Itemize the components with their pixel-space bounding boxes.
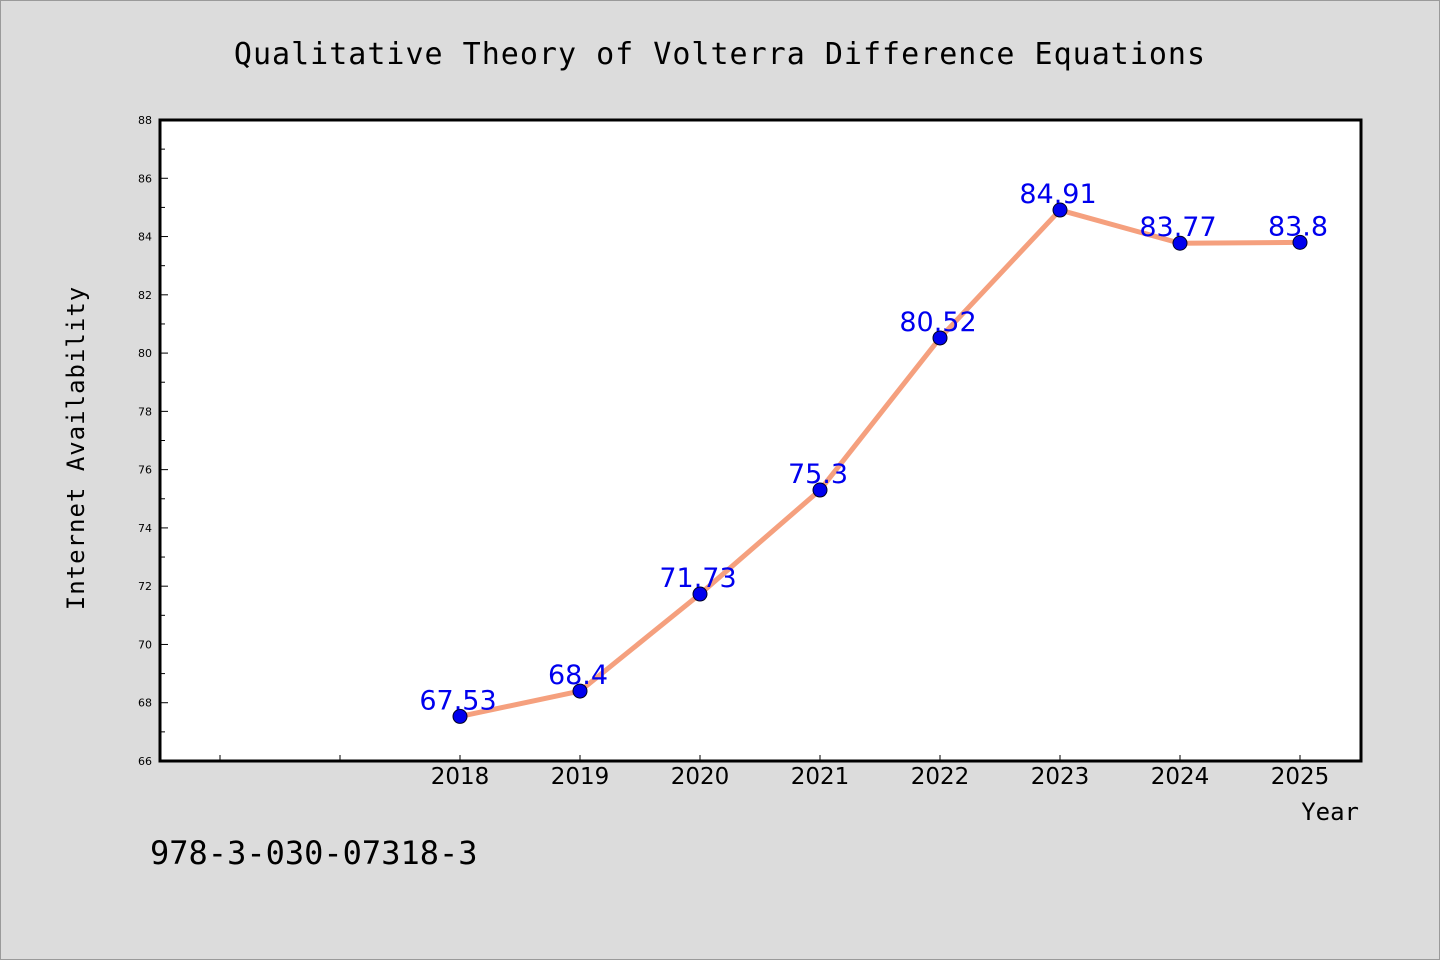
isbn-footer: 978-3-030-07318-3 [150,834,478,872]
x-tick-label: 2022 [911,764,970,790]
data-point-2025 [1292,234,1308,250]
y-tick-label: 78 [138,405,152,418]
y-axis: 66 68 70 72 74 76 78 80 82 84 86 88 [138,114,168,768]
x-tick-label: 2021 [791,764,850,790]
data-label-2024: 83.77 [1139,212,1216,243]
x-tick-label: 2020 [671,764,730,790]
data-point-2024 [1172,235,1188,251]
y-tick-label: 70 [138,638,152,651]
y-tick-label: 88 [138,114,152,127]
data-point-2018 [452,708,468,724]
data-point-2020 [692,586,708,602]
data-label-2023: 84.91 [1019,179,1096,210]
x-axis: 2018 2019 2020 2021 2022 2023 2024 2025 [219,755,1330,790]
x-tick-label: 2024 [1151,764,1210,790]
x-tick-label: 2019 [551,764,610,790]
y-tick-label: 82 [138,289,152,302]
y-tick-label: 72 [138,580,152,593]
data-label-2019: 68.4 [548,660,608,691]
y-tick-label: 74 [138,522,152,535]
plot-area [158,118,1363,763]
chart-title: Qualitative Theory of Volterra Differenc… [234,37,1206,72]
x-tick-label: 2025 [1271,764,1330,790]
series-line [457,207,1303,719]
x-tick-label: 2023 [1031,764,1090,790]
data-point-2022 [932,330,948,346]
y-tick-label: 84 [138,231,152,244]
y-tick-label: 68 [138,697,152,710]
data-label-2021: 75.3 [788,459,848,490]
data-point-2023 [1052,202,1068,218]
data-label-2018: 67.53 [419,685,496,716]
y-axis-label: Internet Availability [62,286,90,610]
data-label-2020: 71.73 [659,563,736,594]
x-axis-label: Year [1301,798,1359,826]
y-tick-label: 76 [138,464,152,477]
y-tick-label: 66 [138,755,152,768]
series-internet-availability: 67.53 68.4 71.73 75.3 80.52 84.91 83.77 83.8 [419,179,1328,724]
data-point-2021 [812,482,828,498]
x-tick-label: 2018 [431,764,490,790]
data-label-2022: 80.52 [899,307,976,338]
data-label-2025: 83.8 [1268,211,1328,242]
y-tick-label: 86 [138,172,152,185]
data-point-2019 [572,683,588,699]
y-tick-label: 80 [138,347,152,360]
